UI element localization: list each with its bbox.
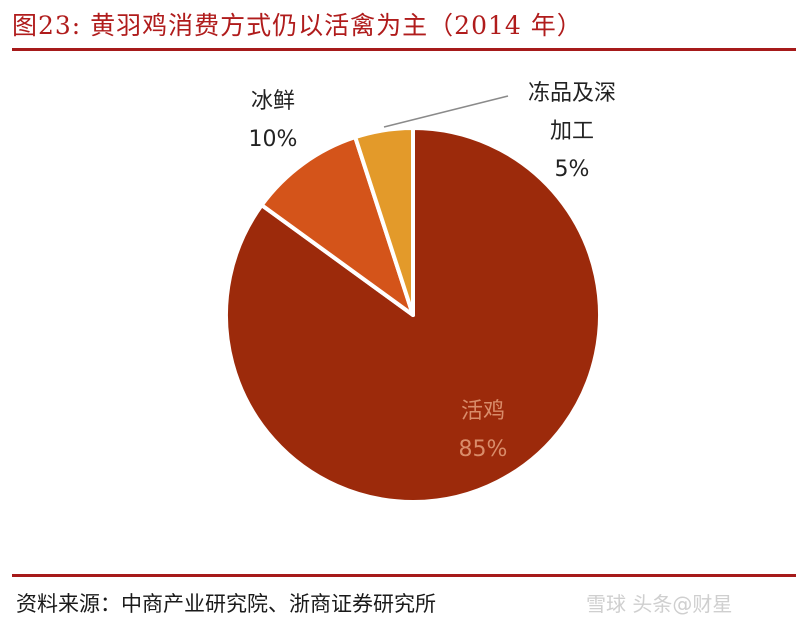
slice-value-2: 10% xyxy=(249,127,298,152)
slice-label-1: 活鸡 xyxy=(461,399,505,424)
leader-line xyxy=(383,95,509,128)
source-note: 资料来源：中商产业研究院、浙商证券研究所 xyxy=(16,592,436,616)
slice-label-3-line-1: 冻品及深 xyxy=(528,81,616,106)
pie-slice-3 xyxy=(353,126,415,317)
watermark: 雪球 头条@财星 xyxy=(586,592,733,616)
title-divider xyxy=(12,48,796,51)
slice-label-3-line-2: 加工 xyxy=(550,119,594,144)
slice-value-3: 5% xyxy=(555,157,590,182)
slice-label-2: 冰鲜 xyxy=(251,89,295,114)
pie-slice-2 xyxy=(259,135,415,317)
chart-title: 图23: 黄羽鸡消费方式仍以活禽为主（2014 年） xyxy=(12,11,583,40)
source-divider xyxy=(12,574,796,577)
slice-value-1: 85% xyxy=(459,437,508,462)
